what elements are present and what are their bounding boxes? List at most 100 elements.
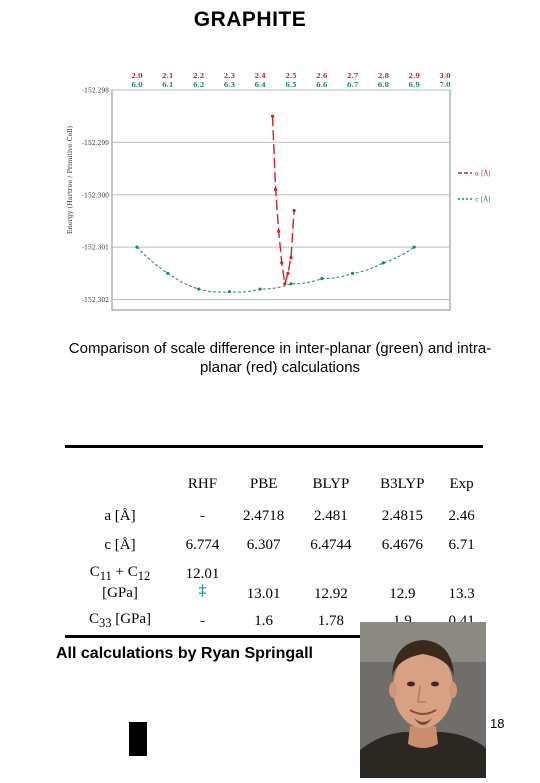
row-label-unit: [GPa] — [111, 611, 152, 627]
top-tick-label-red: 2.8 — [378, 72, 390, 80]
table-cell: 6.774 — [185, 536, 220, 553]
row-label-c33: C33 [GPa] — [65, 607, 175, 637]
top-tick-label-red: 2.0 — [131, 72, 143, 80]
table-cell: - — [200, 507, 206, 524]
data-point — [280, 261, 284, 265]
top-tick-label-green: 6.2 — [193, 81, 204, 89]
table-cell: 2.46 — [448, 507, 475, 524]
table-header-exp: Exp — [449, 476, 474, 492]
top-tick-label-green: 6.7 — [347, 81, 358, 89]
table-cell: 2.4718 — [243, 507, 285, 524]
table-header-pbe: PBE — [249, 476, 278, 492]
table-row: c [Å] 6.774 6.307 6.4744 6.4676 6.71 — [65, 531, 483, 559]
top-tick-label-green: 6.5 — [285, 81, 297, 89]
row-label-part: C — [89, 564, 100, 580]
data-point — [270, 114, 275, 118]
row-label-subscript: 11 — [99, 569, 112, 583]
table-cell: 13.3 — [448, 586, 475, 602]
row-label-c: c [Å] — [104, 536, 136, 553]
data-point — [227, 290, 231, 294]
top-tick-label-green: 6.3 — [224, 81, 236, 89]
table-cell: - — [200, 612, 206, 629]
row-label-c11-c12: C11 + C12 [GPa] — [65, 559, 175, 607]
chart-caption: Comparison of scale difference in inter-… — [68, 340, 492, 376]
row-label-part: C — [88, 611, 99, 627]
table-cell: 6.307 — [246, 536, 281, 553]
footnote-mark-icon: ‡ — [198, 583, 207, 599]
top-tick-label-green: 6.9 — [409, 81, 421, 89]
energy-chart: -152.298 -152.299 -152.300 -152.301 -152.302… — [60, 68, 490, 320]
results-table-wrap: RHF PBE BLYP B3LYP Exp a [Å] - 2.4718 2.… — [65, 445, 483, 638]
top-tick-label-red: 2.2 — [193, 72, 204, 80]
table-cell: 12.01 ‡ — [175, 559, 230, 607]
results-table: RHF PBE BLYP B3LYP Exp a [Å] - 2.4718 2.… — [65, 445, 483, 638]
legend-label: a [Å] — [475, 169, 490, 178]
top-tick-label-green: 6.1 — [162, 81, 173, 89]
table-cell: 6.71 — [448, 536, 475, 553]
top-tick-label-red: 3.0 — [439, 72, 451, 80]
data-point — [289, 256, 293, 260]
data-point — [274, 187, 278, 192]
table-cell: 6.4744 — [310, 536, 352, 553]
top-tick-label-green: 6.8 — [378, 81, 390, 89]
table-header-b3lyp: B3LYP — [380, 476, 425, 492]
table-cell: 12.92 — [314, 586, 348, 602]
row-label-a: a [Å] — [104, 507, 136, 524]
table-header-blyp: BLYP — [312, 476, 350, 492]
data-point — [351, 271, 355, 275]
table-header-rhf: RHF — [187, 476, 218, 492]
top-tick-label-red: 2.7 — [347, 72, 358, 80]
page-number: 18 — [490, 716, 505, 731]
data-point — [197, 287, 201, 291]
y-tick-label: -152.298 — [82, 88, 109, 95]
data-point — [135, 245, 139, 249]
row-label-subscript: 12 — [137, 569, 151, 583]
author-credit: All calculations by Ryan Springall — [56, 645, 313, 662]
table-cell: 1.78 — [317, 612, 345, 629]
row-label-unit: [GPa] — [102, 585, 138, 601]
rhf-value: 12.01 — [185, 566, 220, 582]
data-point — [320, 276, 324, 281]
row-label-part: + C — [111, 564, 138, 580]
data-point — [292, 208, 296, 213]
table-cell: 13.01 — [246, 586, 281, 602]
top-tick-label-red: 2.1 — [162, 72, 173, 80]
series-line — [136, 246, 415, 293]
data-point — [381, 261, 385, 265]
plot-area — [111, 89, 451, 311]
table-cell: 1.6 — [254, 612, 274, 629]
top-tick-label-red: 2.6 — [316, 72, 328, 80]
data-point — [166, 271, 170, 275]
top-tick-label-green: 7.0 — [439, 81, 451, 89]
data-point — [412, 245, 416, 249]
table-header-blank — [65, 447, 175, 502]
y-tick-label: -152.300 — [82, 192, 109, 199]
top-tick-label-red: 2.9 — [409, 72, 421, 80]
portrait-image — [360, 622, 486, 778]
legend-label: c [Å] — [475, 195, 490, 204]
top-tick-label-green: 6.4 — [255, 81, 267, 89]
table-row: C11 + C12 [GPa] 12.01 ‡ 13.01 12.92 12.9… — [65, 559, 483, 607]
table-cell: 2.4815 — [381, 507, 423, 524]
top-tick-label-green: 6.0 — [131, 81, 143, 89]
data-point — [289, 282, 293, 286]
table-cell: 12.9 — [389, 586, 416, 602]
table-header-row: RHF PBE BLYP B3LYP Exp — [65, 447, 483, 502]
table-cell: 6.4676 — [381, 536, 423, 553]
y-tick-label: -152.301 — [82, 245, 109, 252]
data-point — [258, 287, 262, 291]
y-tick-label: -152.299 — [82, 140, 109, 147]
black-marker — [129, 722, 147, 756]
y-tick-label: -152.302 — [82, 297, 109, 304]
table-row: a [Å] - 2.4718 2.481 2.4815 2.46 — [65, 501, 483, 531]
slide-title: GRAPHITE — [193, 8, 307, 31]
top-tick-label-red: 2.4 — [255, 72, 267, 80]
author-photo — [360, 622, 486, 778]
row-label-subscript: 33 — [98, 616, 112, 630]
top-tick-label-red: 2.3 — [224, 72, 236, 80]
data-point — [286, 271, 290, 275]
data-point — [277, 229, 281, 234]
y-axis-label: Energy (Hartree / Primitive Cell) — [66, 125, 74, 234]
top-tick-label-green: 6.6 — [316, 81, 328, 89]
energy-chart-svg: -152.298 -152.299 -152.300 -152.301 -152.302… — [66, 72, 490, 311]
